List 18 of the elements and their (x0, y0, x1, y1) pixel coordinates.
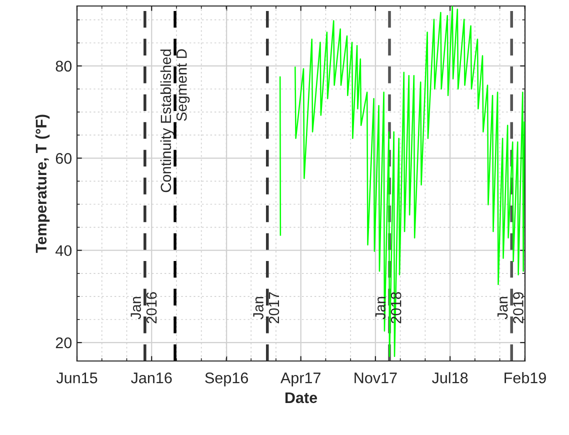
ref-line-label: Jan 2019 (498, 292, 524, 324)
ref-line-label: Jan 2016 (130, 292, 157, 324)
x-tick-label: Sep16 (205, 372, 248, 386)
y-tick-label: 60 (56, 153, 72, 164)
y-tick-label: 20 (56, 337, 72, 348)
x-tick-label: Apr17 (280, 372, 320, 386)
y-axis-title: Temperature, T (°F) (35, 114, 50, 253)
x-tick-label: Nov17 (354, 372, 397, 384)
ref-line-label: Jan 2018 (375, 292, 402, 324)
y-tick-label: 40 (56, 245, 72, 256)
ref-line-label: Continuity Established Segment D (160, 49, 190, 192)
x-tick-label: Jul18 (432, 372, 468, 384)
ref-line-label: Jan 2017 (253, 292, 280, 324)
x-tick-label: Jun15 (56, 372, 98, 384)
x-tick-label: Jan16 (131, 372, 172, 384)
y-tick-label: 80 (56, 60, 72, 72)
x-axis-title: Date (285, 392, 318, 404)
x-tick-label: Feb19 (504, 372, 546, 384)
